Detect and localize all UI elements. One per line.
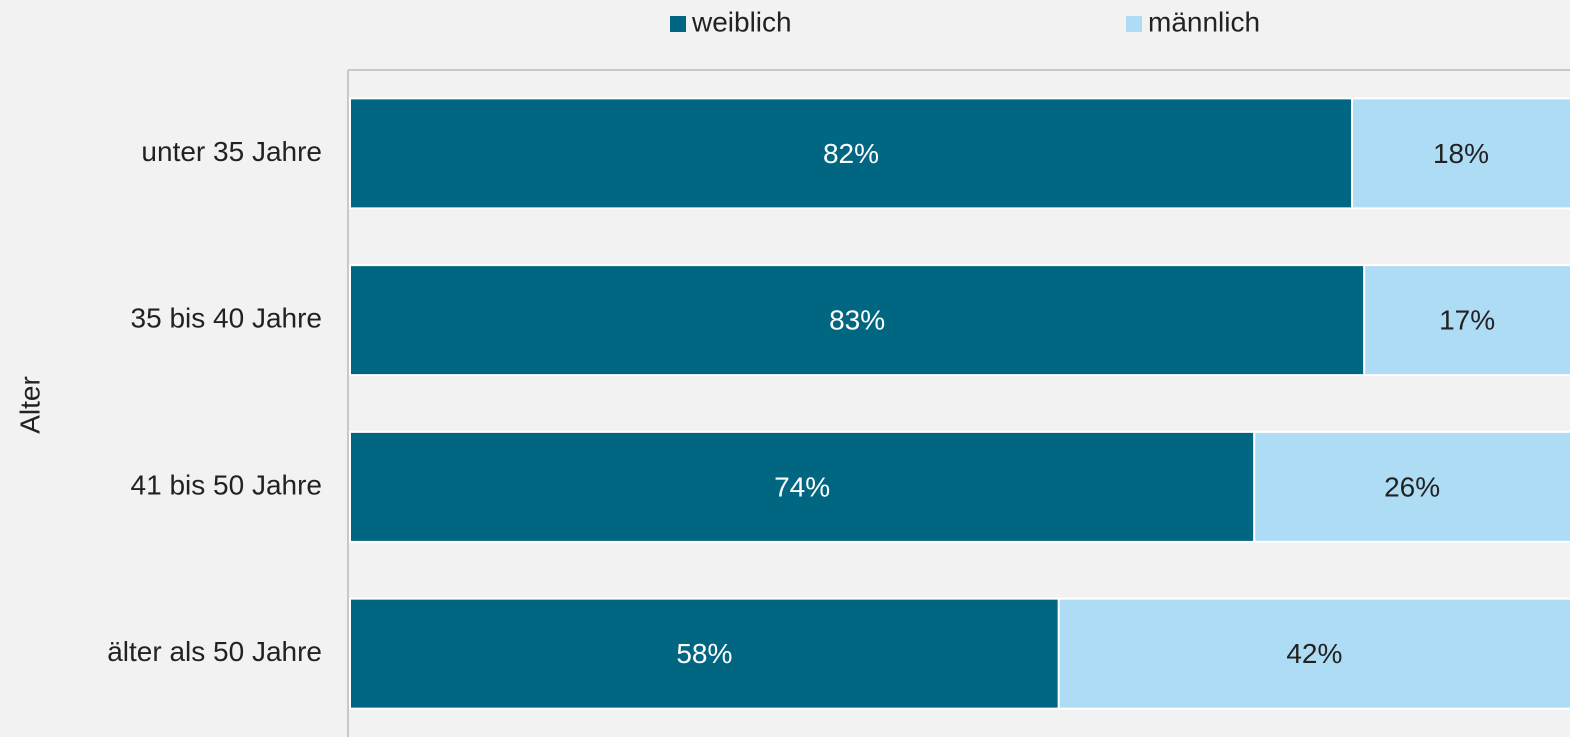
legend-swatch [1126, 16, 1142, 32]
data-label: 83% [829, 305, 885, 336]
bar-segment [1363, 264, 1570, 377]
bar-segment [1351, 97, 1570, 210]
y-tick-label: 41 bis 50 Jahre [131, 469, 322, 500]
bar-segment [349, 430, 1256, 543]
y-axis-title: Alter [14, 376, 45, 434]
data-label: 74% [774, 471, 830, 502]
legend-label: männlich [1148, 6, 1260, 37]
legend-swatch [670, 16, 686, 32]
y-tick-label: älter als 50 Jahre [107, 636, 322, 667]
bar-segment [1253, 430, 1570, 543]
bar-segment [349, 97, 1354, 210]
data-label: 82% [823, 138, 879, 169]
y-tick-label: 35 bis 40 Jahre [131, 303, 322, 334]
legend-label: weiblich [691, 6, 792, 37]
data-label: 17% [1439, 305, 1495, 336]
data-label: 26% [1384, 471, 1440, 502]
bar-segment [349, 264, 1366, 377]
data-label: 58% [676, 638, 732, 669]
bar-segment [1057, 597, 1570, 710]
y-tick-label: unter 35 Jahre [141, 136, 322, 167]
data-label: 18% [1433, 138, 1489, 169]
data-label: 42% [1286, 638, 1342, 669]
